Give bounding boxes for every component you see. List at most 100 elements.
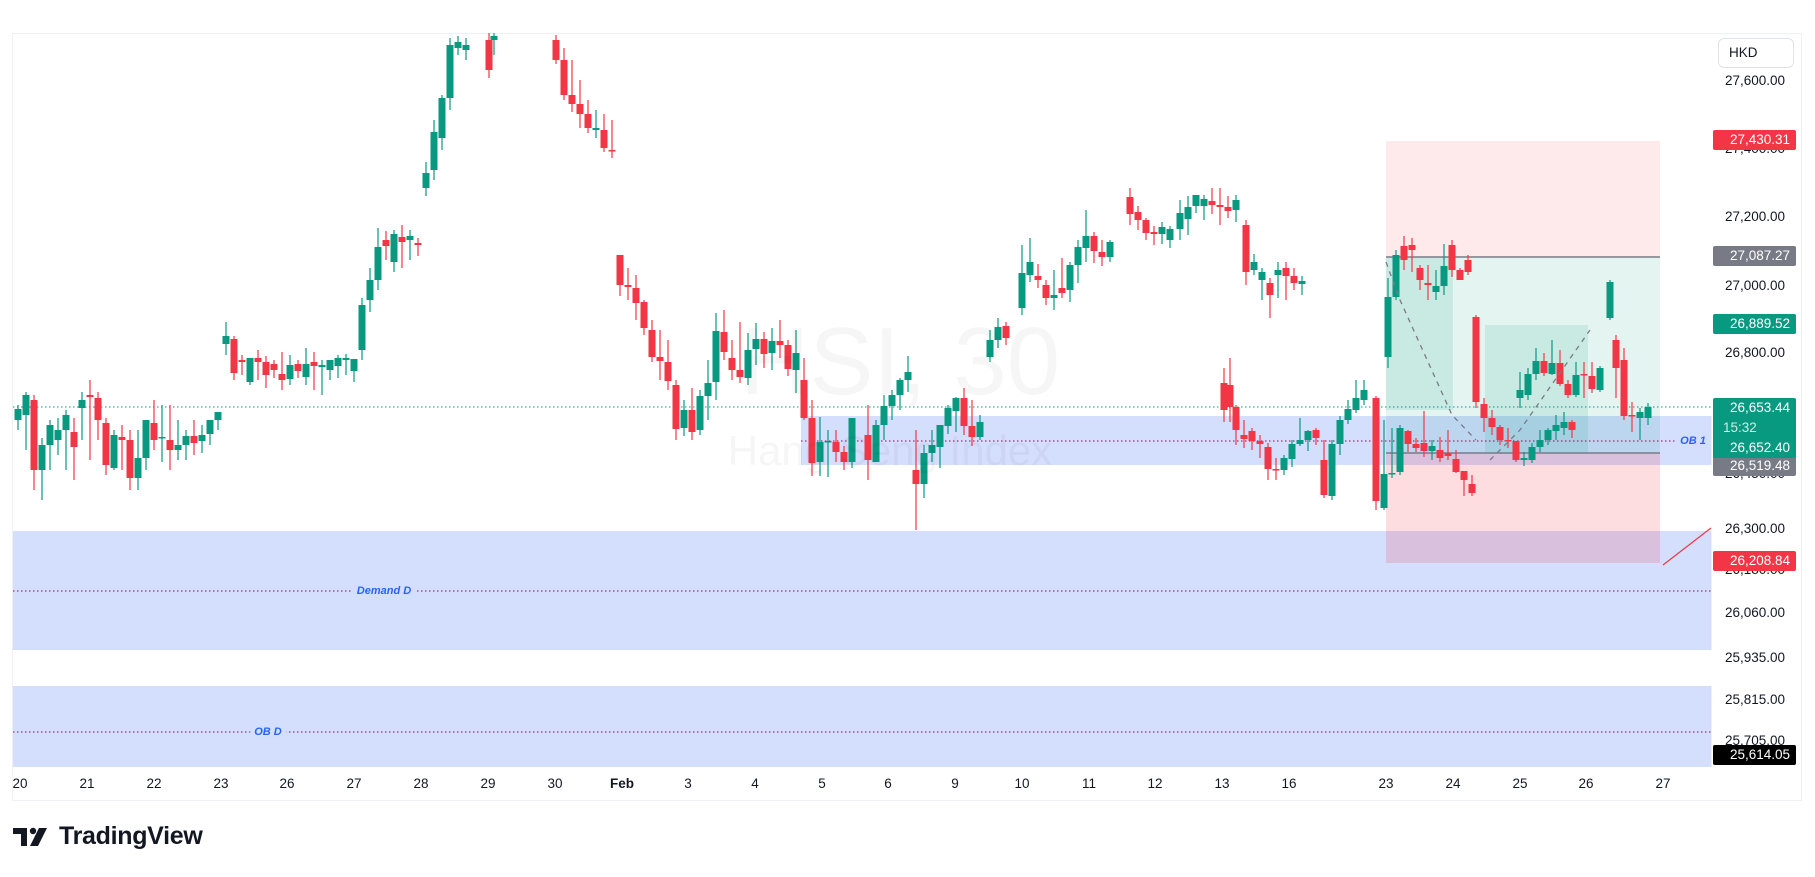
candle-body [1392, 255, 1400, 297]
candle-body [1540, 361, 1548, 373]
candle-body [1548, 363, 1556, 374]
candle-body [552, 40, 560, 60]
candle-body [446, 45, 454, 98]
candle-body [1528, 447, 1536, 460]
candle-body [1026, 262, 1034, 275]
price-tick-label: 26,300.00 [1725, 521, 1786, 536]
candle-body [1002, 326, 1010, 338]
candle-body [462, 45, 470, 50]
candle-body [1372, 398, 1380, 501]
candle-body [1436, 450, 1444, 458]
candle-body [102, 423, 110, 465]
candle-body [1320, 460, 1328, 495]
candle-body [1058, 288, 1066, 293]
candle-body [134, 458, 142, 478]
zone-label: OB 1 [1676, 435, 1710, 447]
candle-body [1520, 458, 1528, 460]
candle-body [1220, 383, 1228, 410]
candle-body [1496, 427, 1504, 440]
currency-selector[interactable]: HKD [1718, 38, 1794, 68]
last-price-price: 26,653.44 [1729, 400, 1790, 415]
candle-body [278, 374, 286, 380]
stop-loss-zone-lower [1386, 453, 1660, 563]
time-tick-label: 10 [1014, 776, 1030, 791]
candle-body [1266, 283, 1274, 295]
candle-body [986, 340, 994, 357]
candle-body [736, 370, 744, 377]
time-tick-label: Feb [609, 776, 635, 791]
time-tick-label: 23 [1378, 776, 1394, 791]
candle-body [54, 430, 62, 440]
time-tick-label: 11 [1081, 776, 1097, 791]
candle-body [816, 442, 824, 462]
candle-body [1464, 260, 1472, 272]
candle-body [904, 372, 912, 380]
header-mask [0, 0, 1815, 33]
candle-body [438, 98, 446, 138]
price-tick-label: 25,935.00 [1725, 650, 1786, 665]
tradingview-logo[interactable]: TradingView [13, 822, 203, 851]
candle-body [246, 358, 254, 382]
candle-body [1396, 428, 1404, 472]
candle-body [1208, 201, 1216, 205]
candle-body [680, 410, 688, 428]
candle-body [640, 302, 648, 328]
candle-body [864, 435, 872, 460]
candle-body [920, 453, 928, 484]
candle-body [608, 150, 616, 152]
candle-body [1256, 441, 1264, 444]
candle-body [664, 362, 672, 381]
candle-body [768, 341, 776, 353]
candle-body [1274, 270, 1282, 275]
candle-body [576, 104, 584, 114]
candle-body [78, 400, 86, 408]
candle-body [776, 341, 784, 345]
candle-body [1296, 440, 1304, 444]
candle-body [1264, 447, 1272, 469]
candle-body [1440, 266, 1448, 286]
candle-body [1158, 227, 1166, 234]
time-tick-label: 20 [12, 776, 28, 791]
candle-body [1468, 484, 1476, 493]
candle-body [158, 437, 166, 439]
price-tag: 26,519.48 [1713, 456, 1796, 476]
candle-body [422, 173, 430, 188]
candle-body [1134, 212, 1142, 220]
time-tick-label: 22 [146, 776, 162, 791]
stop-loss-zone-upper [1386, 141, 1660, 257]
candle-body [1588, 376, 1596, 389]
candle-body [888, 395, 896, 406]
zone-label: Demand D [352, 585, 416, 597]
candle-body [1448, 245, 1456, 270]
candle-body [1106, 242, 1114, 257]
time-tick-label: 4 [751, 776, 759, 791]
zone-demand-d [13, 531, 1712, 650]
candle-body [1282, 268, 1290, 276]
candle-body [1456, 270, 1464, 280]
price-tick-label: 26,060.00 [1725, 605, 1786, 620]
candle-body [1460, 471, 1468, 480]
time-tick-label: 29 [480, 776, 496, 791]
time-tick-label: 6 [884, 776, 892, 791]
candle-body [832, 442, 840, 452]
candle-body [1560, 422, 1568, 428]
price-tag: 27,430.31 [1713, 130, 1796, 150]
time-tick-label: 24 [1445, 776, 1461, 791]
candle-body [286, 365, 294, 379]
candle-body [1596, 368, 1604, 390]
candle-body [230, 339, 238, 373]
time-tick-label: 27 [1655, 776, 1671, 791]
candle-body [704, 383, 712, 396]
candle-body [1444, 453, 1452, 456]
candle-body [1360, 390, 1368, 400]
price-tick-label: 26,800.00 [1725, 345, 1786, 360]
last-price-countdown: 15:32 [1723, 420, 1757, 435]
candle-body [968, 426, 976, 437]
candle-body [1090, 236, 1098, 251]
candle-body [944, 408, 952, 426]
candle-body [222, 336, 230, 344]
candle-body [262, 362, 270, 375]
candle-body [1272, 469, 1280, 471]
candle-body [1480, 404, 1488, 418]
